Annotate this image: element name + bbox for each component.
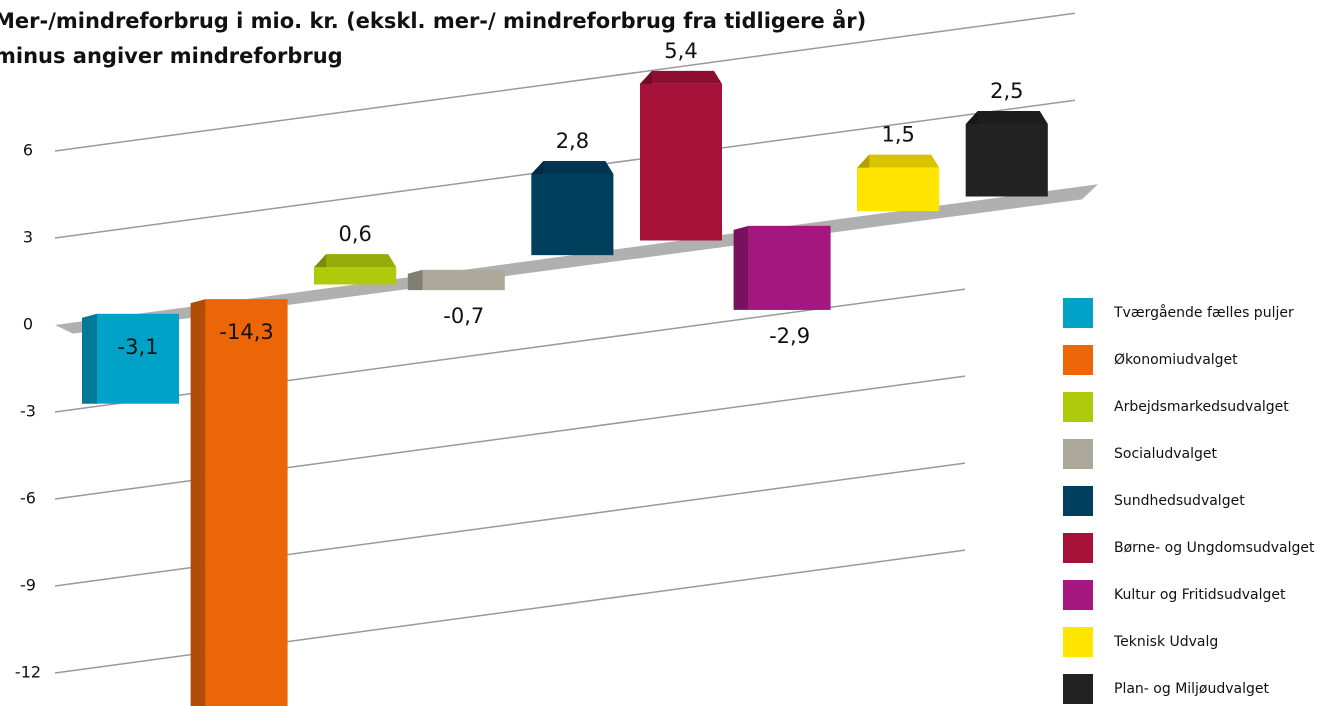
chart-subtitle: minus angiver mindreforbrug [0,44,343,68]
bar-top [531,160,614,174]
legend-label: Sundhedsudvalget [1114,493,1245,509]
bar-side [82,313,97,404]
value-label: -14,3 [219,320,273,344]
bar-top [314,254,397,268]
bar [748,225,831,310]
bar [314,267,397,285]
bar-top [640,70,722,84]
bar [640,83,722,241]
legend-label: Økonomiudvalget [1114,352,1238,368]
legend-label: Kultur og Fritidsudvalget [1114,587,1286,603]
bar-side [407,269,423,291]
bar [857,167,940,212]
bar [531,173,614,256]
value-label: 2,8 [556,129,589,153]
zero-floor [55,184,1098,334]
value-label: 2,5 [990,79,1023,103]
legend-swatch [1063,533,1093,563]
value-label: 5,4 [664,39,697,63]
legend-swatch [1063,298,1093,328]
legend-label: Børne- og Ungdomsudvalget [1114,540,1315,556]
y-tick-label: 6 [23,141,33,160]
value-label: 0,6 [338,222,371,246]
y-tick-label: -3 [20,402,36,421]
value-label: 1,5 [881,123,914,147]
grid-line [54,12,1076,152]
legend-swatch [1063,580,1093,610]
y-tick-label: -6 [20,489,36,508]
bar-side [733,225,749,310]
value-label: -2,9 [769,324,810,348]
bar [205,299,288,706]
legend-swatch [1063,627,1093,657]
bar [422,269,505,291]
value-label: -3,1 [118,335,159,359]
legend-label: Plan- og Miljøudvalget [1114,681,1270,697]
legend-label: Teknisk Udvalg [1113,634,1218,650]
y-tick-label: 0 [23,315,33,334]
chart-title: Mer-/mindreforbrug i mio. kr. (ekskl. me… [0,8,866,33]
legend-label: Socialudvalget [1114,446,1218,462]
value-label: -0,7 [443,304,484,328]
legend-swatch [1063,439,1093,469]
legend-label: Tværgående fælles puljer [1113,304,1294,321]
legend-swatch [1063,486,1093,516]
bar [965,124,1048,197]
bar-top [857,154,940,168]
y-tick-label: -12 [15,663,41,682]
bar-side [190,299,206,706]
bar-top [965,111,1048,125]
legend-swatch [1063,392,1093,422]
y-tick-label: 3 [23,228,33,247]
legend-swatch [1063,345,1093,375]
legend-swatch [1063,674,1093,704]
legend-label: Arbejdsmarkedsudvalget [1114,399,1289,415]
bar [97,313,179,404]
y-tick-label: -9 [20,576,36,595]
